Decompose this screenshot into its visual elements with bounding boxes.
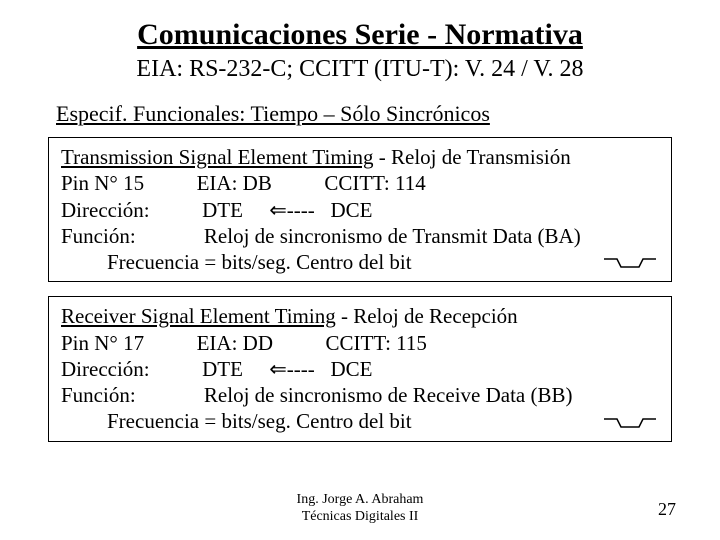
waveform-icon: [603, 413, 657, 431]
section-heading: Especif. Funcionales: Tiempo – Sólo Sinc…: [56, 101, 672, 127]
function-row: Función: Reloj de sincronismo de Transmi…: [61, 223, 659, 249]
frequency-row: Frecuencia = bits/seg. Centro del bit: [107, 249, 659, 275]
signal-desc: - Reloj de Transmisión: [374, 145, 571, 169]
pin-row: Pin N° 15 EIA: DB CCITT: 114: [61, 170, 659, 196]
signal-name: Receiver Signal Element Timing: [61, 304, 336, 328]
waveform-icon: [603, 253, 657, 271]
signal-name: Transmission Signal Element Timing: [61, 145, 374, 169]
slide-subtitle: EIA: RS-232-C; CCITT (ITU-T): V. 24 / V.…: [48, 56, 672, 83]
pin-row: Pin N° 17 EIA: DD CCITT: 115: [61, 330, 659, 356]
direction-row: Dirección: DTE ⇐---- DCE: [61, 356, 659, 382]
slide-title: Comunicaciones Serie - Normativa: [48, 18, 672, 52]
direction-row: Dirección: DTE ⇐---- DCE: [61, 197, 659, 223]
frequency-row: Frecuencia = bits/seg. Centro del bit: [107, 408, 659, 434]
spec-box-tx: Transmission Signal Element Timing - Rel…: [48, 137, 672, 282]
page-number: 27: [658, 499, 676, 520]
spec-box-rx: Receiver Signal Element Timing - Reloj d…: [48, 296, 672, 441]
footer-author: Ing. Jorge A. Abraham Técnicas Digitales…: [0, 492, 720, 526]
author-line2: Técnicas Digitales II: [302, 509, 419, 524]
signal-desc: - Reloj de Recepción: [336, 304, 518, 328]
slide: Comunicaciones Serie - Normativa EIA: RS…: [0, 0, 720, 442]
author-line1: Ing. Jorge A. Abraham: [297, 492, 424, 507]
signal-line: Transmission Signal Element Timing - Rel…: [61, 144, 659, 170]
function-row: Función: Reloj de sincronismo de Receive…: [61, 382, 659, 408]
signal-line: Receiver Signal Element Timing - Reloj d…: [61, 303, 659, 329]
